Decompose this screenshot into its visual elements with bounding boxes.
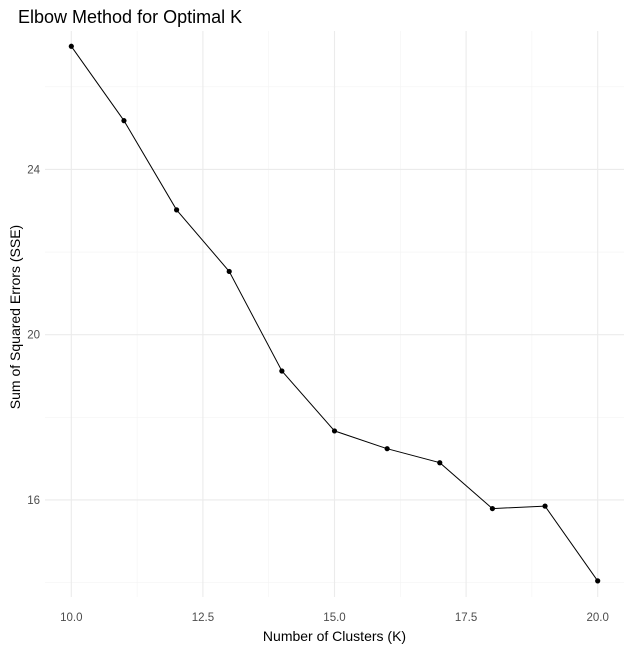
chart-title: Elbow Method for Optimal K — [18, 7, 242, 27]
data-point — [542, 503, 548, 509]
data-point — [331, 428, 338, 434]
data-point — [437, 460, 443, 466]
x-tick-labels: 10.0 12.5 15.0 17.5 20.0 — [60, 612, 609, 624]
x-tick-label: 10.0 — [60, 612, 82, 624]
data-point — [279, 368, 285, 374]
y-tick-label: 16 — [27, 495, 40, 507]
y-tick-label: 20 — [27, 330, 40, 342]
y-tick-label: 24 — [27, 164, 40, 176]
data-point — [173, 207, 180, 213]
data-point — [121, 118, 127, 124]
x-axis-title: Number of Clusters (K) — [263, 628, 406, 644]
data-point — [384, 446, 390, 452]
x-tick-label: 15.0 — [323, 612, 345, 624]
data-point — [489, 505, 496, 512]
x-tick-label: 17.5 — [455, 612, 477, 624]
series-layer — [68, 43, 601, 584]
data-point — [595, 578, 601, 584]
data-point — [226, 268, 232, 275]
y-tick-labels: 16 20 24 — [27, 164, 40, 507]
data-point — [68, 43, 74, 49]
y-axis-title: Sum of Squared Errors (SSE) — [7, 225, 23, 409]
grid — [45, 31, 624, 597]
x-tick-label: 20.0 — [586, 612, 608, 624]
x-tick-label: 12.5 — [192, 612, 214, 624]
